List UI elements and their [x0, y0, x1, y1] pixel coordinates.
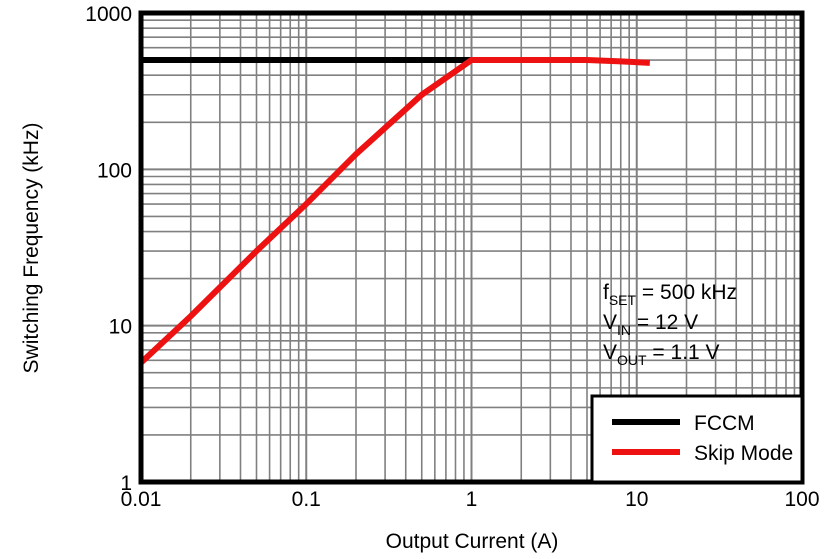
y-tick-label: 100 [97, 159, 132, 182]
y-axis-tick-labels: 1 10 100 1000 [85, 3, 132, 495]
legend-label-fccm: FCCM [694, 412, 755, 435]
y-axis-title: Switching Frequency (kHz) [20, 123, 43, 374]
data-series-layer [138, 57, 650, 365]
x-tick-label: 0.01 [121, 488, 162, 511]
x-axis-tick-labels: 0.01 0.1 1 10 100 [121, 488, 820, 511]
legend-box [590, 394, 804, 484]
y-tick-label: 1 [120, 472, 132, 495]
legend-label-skip-mode: Skip Mode [694, 442, 793, 465]
y-tick-label: 10 [109, 316, 132, 339]
y-tick-label: 1000 [85, 3, 132, 26]
annotation-line: VOUT = 1.1 V [603, 341, 720, 368]
x-tick-label: 100 [784, 488, 819, 511]
x-tick-label: 0.1 [292, 488, 321, 511]
plot-frame [138, 10, 805, 485]
annotation-line: fSET = 500 kHz [603, 281, 737, 308]
chart-legend: FCCM Skip Mode [590, 394, 804, 484]
conditions-annotation: fSET = 500 kHz VIN = 12 V VOUT = 1.1 V [603, 281, 737, 368]
x-tick-label: 1 [466, 488, 478, 511]
series-line-skip-mode [138, 57, 650, 365]
x-axis-title: Output Current (A) [386, 530, 559, 553]
annotation-line: VIN = 12 V [603, 311, 698, 338]
x-tick-label: 10 [625, 488, 648, 511]
